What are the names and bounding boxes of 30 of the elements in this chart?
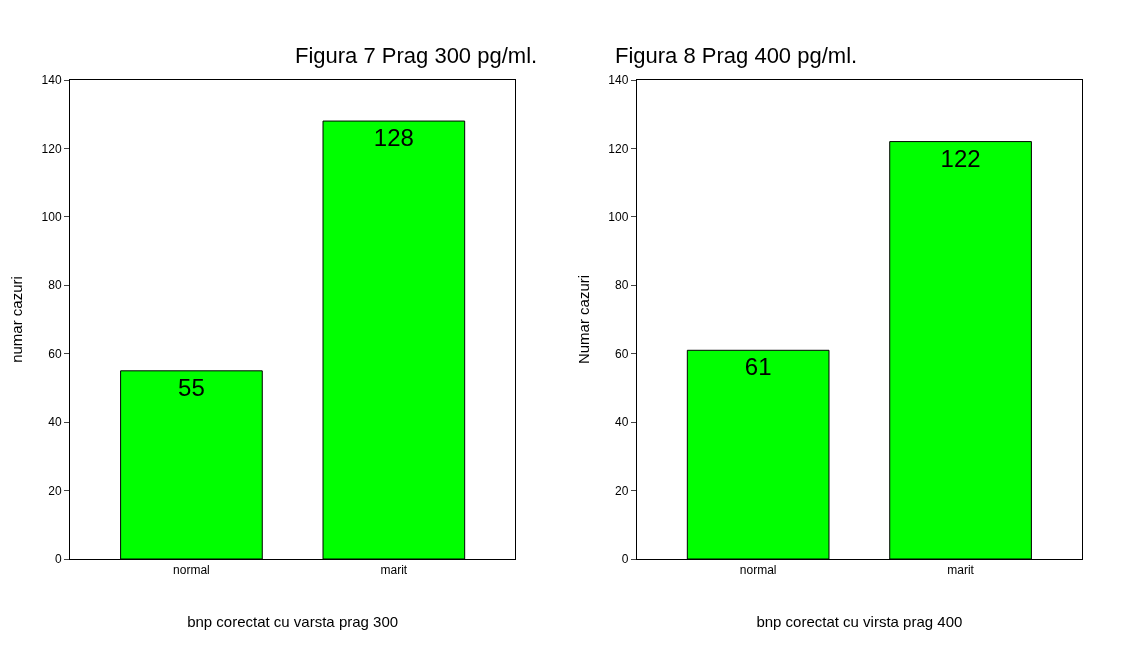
- y-tick-label: 0: [54, 552, 62, 567]
- y-axis-title: numar cazuri: [7, 276, 25, 363]
- y-tick-label: 20: [48, 483, 62, 498]
- y-tick-label: 80: [614, 278, 629, 293]
- chart-title: Figura 7 Prag 300 pg/ml.: [295, 43, 538, 68]
- y-tick-label: 120: [608, 141, 629, 156]
- y-axis-title: Numar cazuri: [574, 274, 592, 365]
- data-label: 61: [744, 353, 772, 381]
- y-tick-label: 100: [608, 210, 629, 225]
- y-tick-label: 140: [41, 73, 62, 88]
- x-tick-label: normal: [173, 563, 210, 578]
- x-tick-label: marit: [947, 563, 975, 578]
- x-tick-label: marit: [380, 563, 408, 578]
- y-tick-label: 80: [48, 278, 62, 293]
- y-tick-label: 40: [48, 415, 62, 430]
- y-tick-label: 60: [614, 346, 629, 361]
- x-tick-label: normal: [739, 563, 777, 578]
- x-axis-title: bnp corectat cu virsta prag 400: [756, 613, 963, 631]
- data-label: 55: [178, 373, 205, 401]
- y-tick-label: 40: [614, 415, 629, 430]
- chart-title: Figura 8 Prag 400 pg/ml.: [615, 43, 858, 68]
- y-tick-label: 0: [621, 552, 629, 567]
- data-label: 122: [940, 144, 981, 172]
- y-tick-label: 140: [608, 73, 629, 88]
- data-label: 128: [373, 124, 414, 152]
- x-axis-title: bnp corectat cu varsta prag 300: [187, 613, 399, 631]
- y-tick-label: 120: [41, 141, 62, 156]
- y-tick-label: 20: [614, 483, 629, 498]
- y-tick-label: 60: [48, 346, 62, 361]
- y-tick-label: 100: [41, 210, 62, 225]
